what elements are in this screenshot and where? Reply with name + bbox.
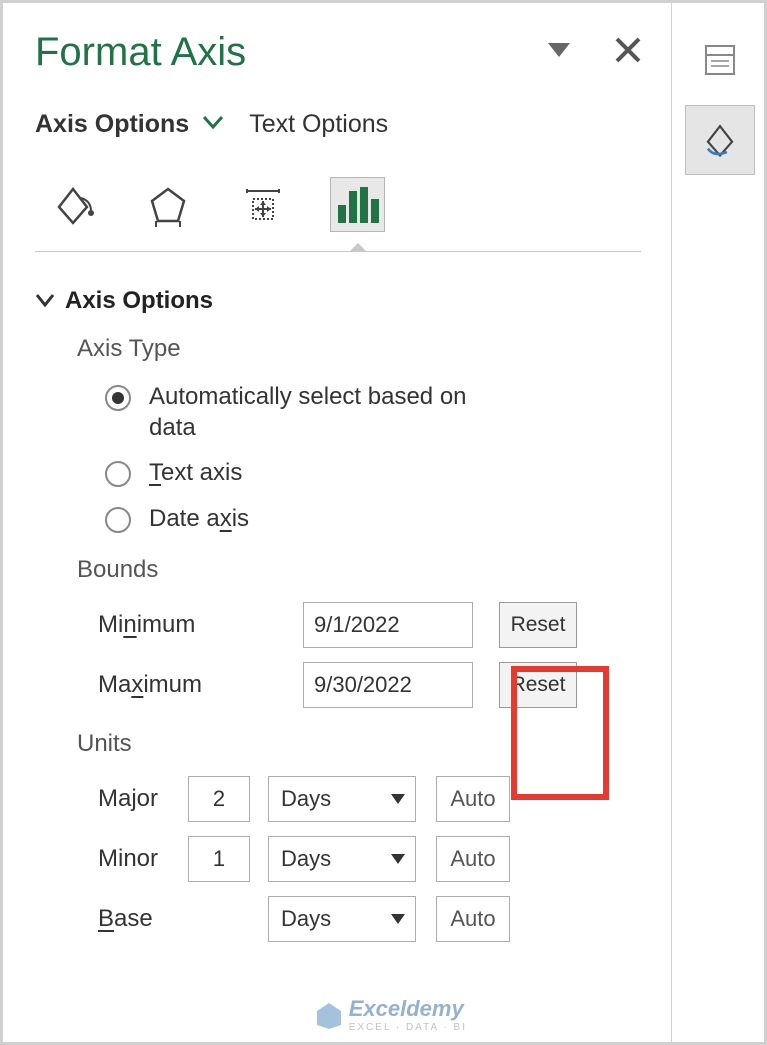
row-base: Base Days Auto	[98, 896, 641, 942]
major-units-combo[interactable]: Days	[268, 776, 416, 822]
row-minimum: Minimum Reset	[98, 602, 641, 648]
fill-line-icon[interactable]	[45, 177, 100, 232]
min-input[interactable]	[303, 602, 473, 648]
base-label: Base	[98, 905, 188, 933]
min-reset-btn[interactable]: Reset	[499, 602, 577, 648]
icon-toolbar	[35, 169, 641, 252]
base-auto-btn[interactable]: Auto	[436, 896, 510, 942]
max-label: Maximum	[98, 671, 303, 699]
row-minor: Minor Days Auto	[98, 836, 641, 882]
combo-value: Days	[281, 786, 331, 812]
radio-date-axis[interactable]: Date axis	[105, 503, 641, 534]
row-major: Major Days Auto	[98, 776, 641, 822]
chevron-down-icon[interactable]	[202, 114, 224, 135]
effects-icon[interactable]	[140, 177, 195, 232]
size-properties-icon[interactable]	[235, 177, 290, 232]
major-label: Major	[98, 785, 188, 813]
side-format-btn[interactable]	[685, 105, 755, 175]
minor-label: Minor	[98, 845, 188, 873]
radio-dot-icon	[105, 385, 131, 411]
radio-label: Text axis	[149, 457, 242, 488]
section-header[interactable]: Axis Options	[35, 287, 641, 315]
axis-type-label: Axis Type	[77, 335, 641, 363]
row-maximum: Maximum Reset	[98, 662, 641, 708]
bounds-header: Bounds	[77, 556, 641, 584]
pane-menu-btn[interactable]	[548, 43, 570, 62]
pane-title: Format Axis	[35, 30, 246, 75]
minor-auto-btn[interactable]: Auto	[436, 836, 510, 882]
radio-text-axis[interactable]: Text axis	[105, 457, 641, 488]
radio-auto[interactable]: Automatically select based on data	[105, 381, 641, 443]
max-reset-btn[interactable]: Reset	[499, 662, 577, 708]
radio-label: Date axis	[149, 503, 249, 534]
radio-label: Automatically select based on data	[149, 381, 519, 443]
pane-header: Format Axis	[35, 30, 641, 75]
radio-dot-icon	[105, 507, 131, 533]
tabs-row: Axis Options Text Options	[35, 110, 641, 139]
radio-dot-icon	[105, 461, 131, 487]
section-title: Axis Options	[65, 287, 213, 315]
combo-value: Days	[281, 906, 331, 932]
major-auto-btn[interactable]: Auto	[436, 776, 510, 822]
close-btn[interactable]	[615, 37, 641, 68]
major-input[interactable]	[188, 776, 250, 822]
tab-text-options[interactable]: Text Options	[249, 110, 388, 139]
axis-options-icon[interactable]	[330, 177, 385, 232]
combo-value: Days	[281, 846, 331, 872]
base-units-combo[interactable]: Days	[268, 896, 416, 942]
watermark: Exceldemy EXCEL · DATA · BI	[315, 996, 467, 1033]
units-header: Units	[77, 730, 641, 758]
section-axis-options: Axis Options Axis Type Automatically sel…	[35, 287, 641, 942]
min-label: Minimum	[98, 611, 303, 639]
side-rail	[672, 0, 767, 1045]
side-properties-btn[interactable]	[685, 25, 755, 95]
minor-units-combo[interactable]: Days	[268, 836, 416, 882]
axis-type-radios: Automatically select based on data Text …	[105, 381, 641, 534]
format-axis-pane: Format Axis Axis Options Text Options	[0, 0, 672, 1045]
minor-input[interactable]	[188, 836, 250, 882]
max-input[interactable]	[303, 662, 473, 708]
tab-axis-options[interactable]: Axis Options	[35, 110, 189, 139]
